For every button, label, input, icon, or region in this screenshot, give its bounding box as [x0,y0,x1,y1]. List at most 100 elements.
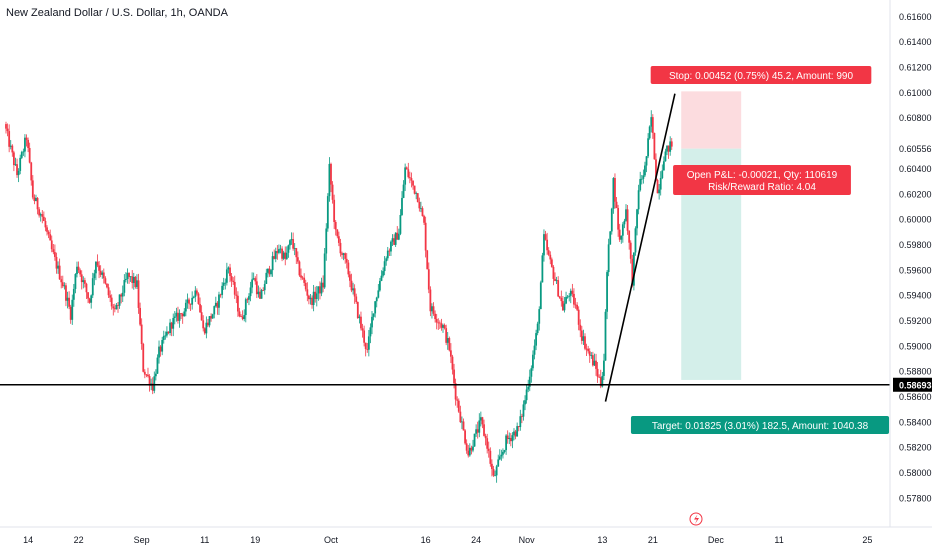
candle-body [388,250,391,252]
candle-body [618,229,621,240]
candle-body [427,269,430,290]
candle-body [8,131,11,147]
candle-body [82,280,85,283]
candle-body [276,251,279,253]
candle-body [246,299,249,301]
candle-body [394,232,397,245]
candle-body [550,259,553,267]
candle-body [102,272,105,279]
candle-body [199,303,201,313]
candle-body [445,328,448,343]
candle-body [475,429,478,434]
candle-body [363,330,366,343]
y-tick-label: 0.59000 [899,341,932,351]
candle-body [603,360,605,376]
candle-body [281,248,283,259]
candle-body [93,273,96,279]
y-tick-label: 0.60200 [899,189,932,199]
candle-body [213,306,216,315]
target-label-text: Target: 0.01825 (3.01%) 182.5, Amount: 1… [652,421,869,432]
candle-body [107,287,110,296]
candle-body [315,293,318,300]
candle-body [296,257,299,262]
candle-body [342,253,345,255]
candle-body [232,280,235,282]
candle-body [492,469,495,476]
price-tag-bg [893,377,932,392]
candle-body [106,283,108,288]
candle-body [147,374,149,377]
candle-body [252,278,255,280]
candle-body [153,376,156,391]
candle-body [576,304,578,310]
candle-body [498,456,501,460]
candle-body [76,266,78,275]
candle-body [5,124,7,129]
candle-body [478,420,481,433]
candle-body [462,421,465,431]
candle-body [565,296,567,304]
y-tick-label: 0.58400 [899,417,932,427]
candle-body [612,178,615,209]
candle-body [308,295,310,300]
candle-body [558,296,561,298]
y-tick-label: 0.59400 [899,291,932,301]
candle-body [435,319,438,323]
candle-body [557,280,560,297]
candle-body [596,368,599,377]
candle-body [438,322,441,324]
lightning-icon[interactable] [689,512,703,526]
candle-body [580,330,583,341]
candle-body [314,291,317,300]
candle-body [306,289,309,296]
candle-body [14,164,17,166]
candle-body [554,278,556,281]
candle-body [352,288,354,291]
lightning-icon-bolt [694,514,699,524]
target-label[interactable]: Target: 0.01825 (3.01%) 182.5, Amount: 1… [630,416,890,434]
candle-body [481,417,484,425]
candle-body [229,267,231,277]
candle-body [568,295,571,297]
stop-label[interactable]: Stop: 0.00452 (0.75%) 45.2, Amount: 990 [650,66,872,84]
stop-zone [681,91,742,149]
y-tick-label: 0.59600 [899,265,932,275]
x-tick-label: 21 [648,535,658,545]
candle-body [166,331,168,336]
target-label-bg [630,416,890,434]
candle-body [312,291,315,306]
candle-body [91,278,94,296]
candle-body [584,336,586,349]
candle-body [658,189,661,194]
candle-body [52,249,55,253]
pnl-label[interactable]: Open P&L: -0.00021, Qty: 110619Risk/Rewa… [673,165,851,195]
candle-body [118,294,121,306]
candle-body [293,248,296,249]
candle-body [601,375,604,387]
trend-line[interactable] [604,93,676,402]
candle-body [412,180,414,186]
candle-body [367,336,370,350]
candle-body [344,253,347,259]
candle-body [555,280,558,281]
candle-body [266,268,269,273]
candle-body [333,199,336,222]
candle-body [522,404,525,417]
candle-body [6,128,9,132]
candle-body [181,313,184,317]
candle-body [424,222,427,251]
candle-body [235,294,238,296]
candle-body [502,451,504,455]
candle-body [195,290,198,294]
candle-body [191,297,194,305]
candle-body [99,270,102,275]
price-tag-text: 0.58693 [899,380,932,390]
candle-body [244,299,247,316]
candle-body [486,438,489,449]
candle-body [416,193,419,202]
candle-body [390,241,392,252]
candle-body [24,137,26,152]
candle-body [311,297,313,306]
